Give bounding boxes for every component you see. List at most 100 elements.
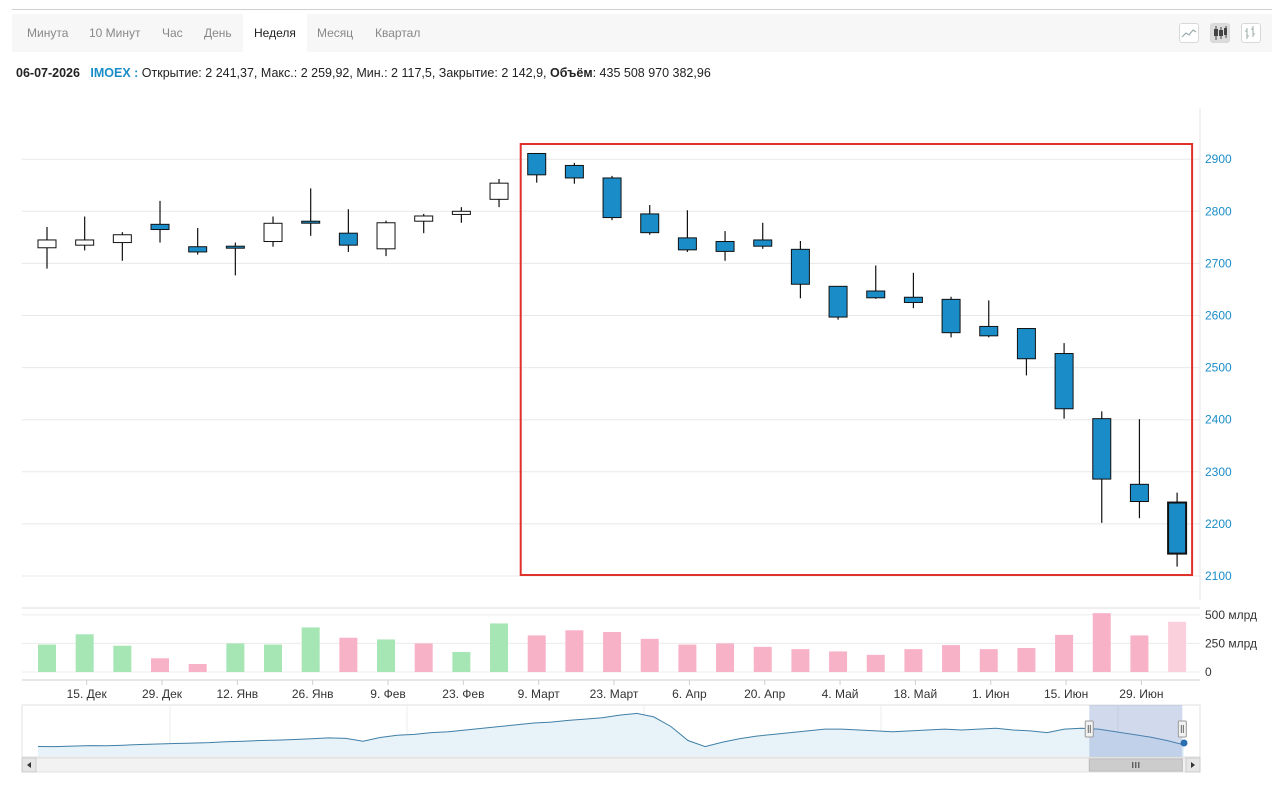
volume-bar <box>75 634 94 672</box>
x-tick-label: 4. Май <box>822 687 859 701</box>
volume-bar <box>829 651 848 672</box>
candle-body <box>564 164 584 179</box>
x-tick-label: 9. Март <box>518 687 561 701</box>
candle-body <box>979 325 999 337</box>
candle-body <box>225 245 245 249</box>
candle <box>225 242 245 276</box>
tab-10-minutes[interactable]: 10 Минут <box>89 26 141 40</box>
info-date: 06-07-2026 <box>16 66 80 80</box>
info-close-label: Закрытие: <box>438 66 498 80</box>
highlight-box <box>519 143 1194 576</box>
candle-body <box>451 210 471 215</box>
volume-bar <box>226 643 245 672</box>
candle-body <box>112 234 132 244</box>
candle <box>564 162 584 184</box>
volume-bar <box>414 643 433 672</box>
candle <box>602 175 622 221</box>
candle-body <box>37 239 57 249</box>
x-tick-label: 1. Июн <box>972 687 1010 701</box>
tab-day[interactable]: День <box>204 26 232 40</box>
volume-bar <box>565 630 584 672</box>
x-tick-label: 15. Июн <box>1044 687 1088 701</box>
candle <box>37 226 57 269</box>
navigator-right-handle[interactable] <box>1177 720 1187 738</box>
info-separator: : <box>130 66 142 80</box>
candle <box>941 296 961 338</box>
info-high-label: Макс.: <box>260 66 298 80</box>
ohlc-info-line: 06-07-2026 IMOEX : Открытие: 2 241,37, М… <box>16 66 711 80</box>
navigator-left-handle[interactable] <box>1084 720 1094 738</box>
candle-body <box>301 220 321 224</box>
candle-body <box>414 215 434 222</box>
volume-bar <box>452 652 471 672</box>
candle <box>414 213 434 234</box>
candle <box>715 231 735 261</box>
candle-body <box>753 239 773 247</box>
tab-hour[interactable]: Час <box>162 26 183 40</box>
chevron-right-icon <box>1191 762 1195 768</box>
candle <box>1054 343 1074 419</box>
volume-bar <box>339 637 358 672</box>
candle-body <box>1129 483 1149 502</box>
tab-minute[interactable]: Минута <box>27 26 69 40</box>
y-tick-label: 2200 <box>1205 517 1232 531</box>
volume-bar <box>942 645 961 672</box>
candle <box>451 207 471 223</box>
candle-body <box>677 237 697 251</box>
info-high: 2 259,92, <box>300 66 353 80</box>
x-tick-label: 29. Дек <box>142 687 183 701</box>
tab-week[interactable]: Неделя <box>243 14 307 52</box>
y-tick-label: 2900 <box>1205 152 1232 166</box>
y-tick-label: 2600 <box>1205 309 1232 323</box>
info-volume: 435 508 970 382,96 <box>599 66 711 80</box>
info-low: 2 117,5, <box>391 66 436 80</box>
candle-body <box>263 222 283 243</box>
x-tick-label: 6. Апр <box>672 687 707 701</box>
candle <box>828 285 848 320</box>
y-tick-label: 2700 <box>1205 256 1232 270</box>
candle-body <box>1167 501 1188 555</box>
volume-tick-label: 250 млрд <box>1205 636 1257 650</box>
volume-bar <box>640 638 659 672</box>
top-divider <box>12 9 1272 10</box>
candle-body <box>489 182 509 200</box>
candle <box>188 227 208 255</box>
ohlc-bars-icon[interactable] <box>1241 23 1261 43</box>
candle <box>75 216 95 251</box>
y-tick-label: 2800 <box>1205 204 1232 218</box>
candle-body <box>75 239 95 246</box>
candle <box>263 216 283 247</box>
y-tick-label: 2500 <box>1205 361 1232 375</box>
volume-bar <box>753 646 772 672</box>
candle <box>1016 328 1036 376</box>
candle-body <box>602 177 622 219</box>
volume-bar <box>377 639 396 672</box>
x-tick-label: 20. Апр <box>744 687 786 701</box>
volume-bar <box>678 644 697 672</box>
line-chart-icon[interactable] <box>1179 23 1199 43</box>
candle <box>979 300 999 338</box>
info-ticker: IMOEX <box>90 66 131 80</box>
volume-bar <box>1092 613 1111 672</box>
tab-quarter[interactable]: Квартал <box>375 26 421 40</box>
volume-bar <box>791 649 810 672</box>
tab-month[interactable]: Месяц <box>317 26 354 40</box>
candle-body <box>903 296 923 303</box>
info-volume-label: Объём <box>550 66 593 80</box>
volume-bar <box>151 658 170 672</box>
candle-body <box>527 152 547 176</box>
volume-bar <box>1168 621 1187 672</box>
candlestick-icon[interactable] <box>1210 23 1230 43</box>
candle <box>301 188 321 236</box>
candle-body <box>828 285 848 318</box>
candle <box>338 209 358 252</box>
x-tick-label: 9. Фев <box>370 687 406 701</box>
navigator-selection <box>1089 705 1183 757</box>
candle <box>677 210 697 252</box>
x-tick-label: 23. Март <box>590 687 639 701</box>
volume-bar <box>527 635 546 672</box>
volume-bar <box>603 632 622 672</box>
scrollbar-track[interactable] <box>21 757 1201 773</box>
candle <box>903 272 923 309</box>
